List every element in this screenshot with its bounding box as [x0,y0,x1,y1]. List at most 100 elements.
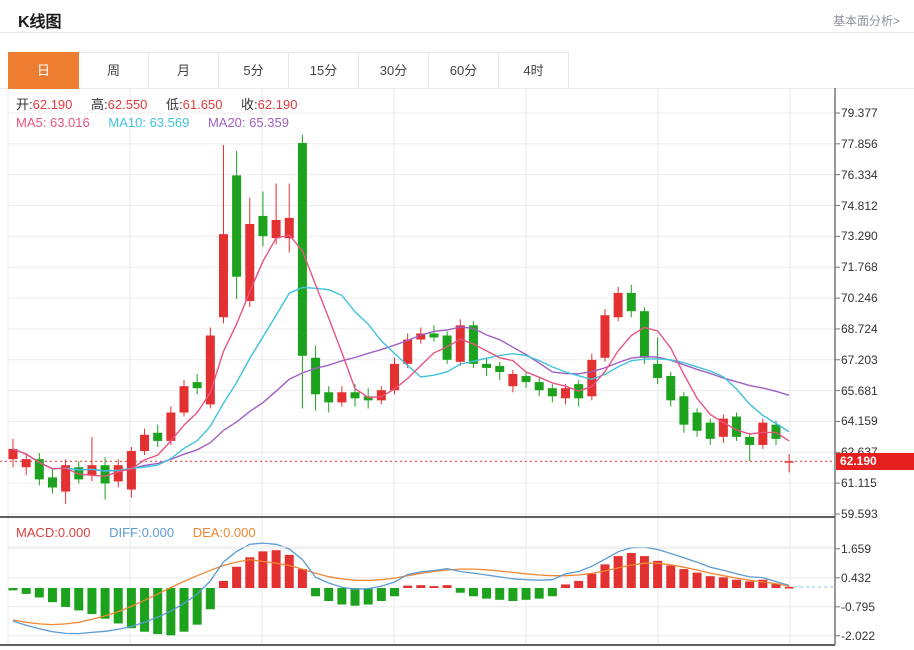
macd-axis-label: -2.022 [841,628,876,643]
candle-body [442,335,452,360]
ohlc-legend: 开:62.190 高:62.550 低:61.650 收:62.190 [16,94,312,113]
macd-bar [297,569,307,588]
macd-bar [639,556,649,588]
macd-bar [337,588,347,605]
candle-body [8,448,18,460]
diff-line [12,542,790,635]
price-axis-label: 73.290 [841,229,878,244]
macd-bar [666,565,676,588]
candle-body [126,451,136,490]
macd-bar [508,588,518,601]
macd-bar [179,588,189,632]
candle-body [47,477,57,488]
macd-bar [34,588,44,598]
candle-body [324,392,334,403]
candle-body [718,418,728,437]
macd-bar [61,588,71,607]
candle-body [350,392,360,399]
page-title: K线图 [18,14,62,31]
macd-axis-label: -0.795 [841,599,876,614]
current-price-badge: 62.190 [836,452,914,470]
candle-body [337,392,347,403]
macd-bar [47,588,57,603]
candle-body [21,459,31,468]
candle-body [100,465,110,484]
ma20-line [12,326,790,472]
candle-body [455,325,465,362]
candle-body [179,386,189,413]
candle-body [534,382,544,391]
price-axis-label: 59.593 [841,507,878,521]
macd-bar [350,588,360,606]
macd-bar [87,588,97,614]
ma-legend: MA5: 63.016 MA10: 63.569 MA20: 65.359 [16,115,304,130]
macd-bar [679,569,689,588]
candle-body [205,335,215,405]
candle-body [297,142,307,356]
price-axis-label: 71.768 [841,260,878,275]
macd-bar [284,554,294,588]
price-axis-label: 64.159 [841,414,878,429]
price-axis-label: 68.724 [841,321,878,336]
macd-bar [692,572,702,588]
diff-value: 0.000 [141,525,175,540]
open-label: 开: [16,97,33,112]
candle-body [692,412,702,431]
candle-body [679,396,689,425]
tab-日[interactable]: 日 [8,52,79,89]
candle-body [561,388,571,399]
dea-line [12,558,790,626]
candle-body [416,333,426,340]
price-axis-label: 65.681 [841,383,878,398]
candle-body [245,224,255,302]
candle-body [521,376,531,383]
macd-bar [258,551,268,588]
macd-bar [547,588,557,597]
macd-bar [745,581,755,588]
tab-30分[interactable]: 30分 [358,52,429,89]
candle-body [34,459,44,480]
low-value: 61.650 [182,97,223,112]
macd-bar [613,556,623,588]
macd-bar [587,573,597,588]
candle-body [271,219,281,239]
macd-bar [389,588,399,597]
tab-60分[interactable]: 60分 [428,52,499,89]
candle-body [613,292,623,318]
price-axis-label: 61.115 [841,476,877,491]
header-divider [0,32,914,33]
macd-bar [718,577,728,588]
macd-bar [561,584,571,588]
fundamental-analysis-link[interactable]: 基本面分析> [832,14,900,28]
candle-body [705,422,715,439]
ma5-line [12,234,790,477]
candle-body [403,339,413,364]
close-value: 62.190 [257,97,298,112]
candle-body [653,363,663,379]
macd-bar [626,553,636,588]
macd-bar [271,550,281,588]
macd-bar [732,579,742,588]
ma5-value: 63.016 [49,115,90,130]
low-label: 低: [166,97,183,112]
candle-body [113,465,123,482]
price-axis-label: 67.203 [841,352,878,367]
tab-underline [0,88,914,89]
macd-bar [534,588,544,599]
macd-axis-label: 0.432 [841,570,872,585]
tab-4时[interactable]: 4时 [498,52,569,89]
candle-body [600,315,610,358]
macd-bar [126,588,136,629]
candle-body [732,416,742,437]
candle-body [745,436,755,445]
candle-body [311,357,321,395]
candle-body [232,175,242,277]
candle-body [153,432,163,441]
candle-body [495,365,505,372]
diff-label: DIFF: [109,525,142,540]
candle-body [61,465,71,492]
tab-5分[interactable]: 5分 [218,52,289,89]
close-label: 收: [241,97,258,112]
candle-body [508,374,518,387]
